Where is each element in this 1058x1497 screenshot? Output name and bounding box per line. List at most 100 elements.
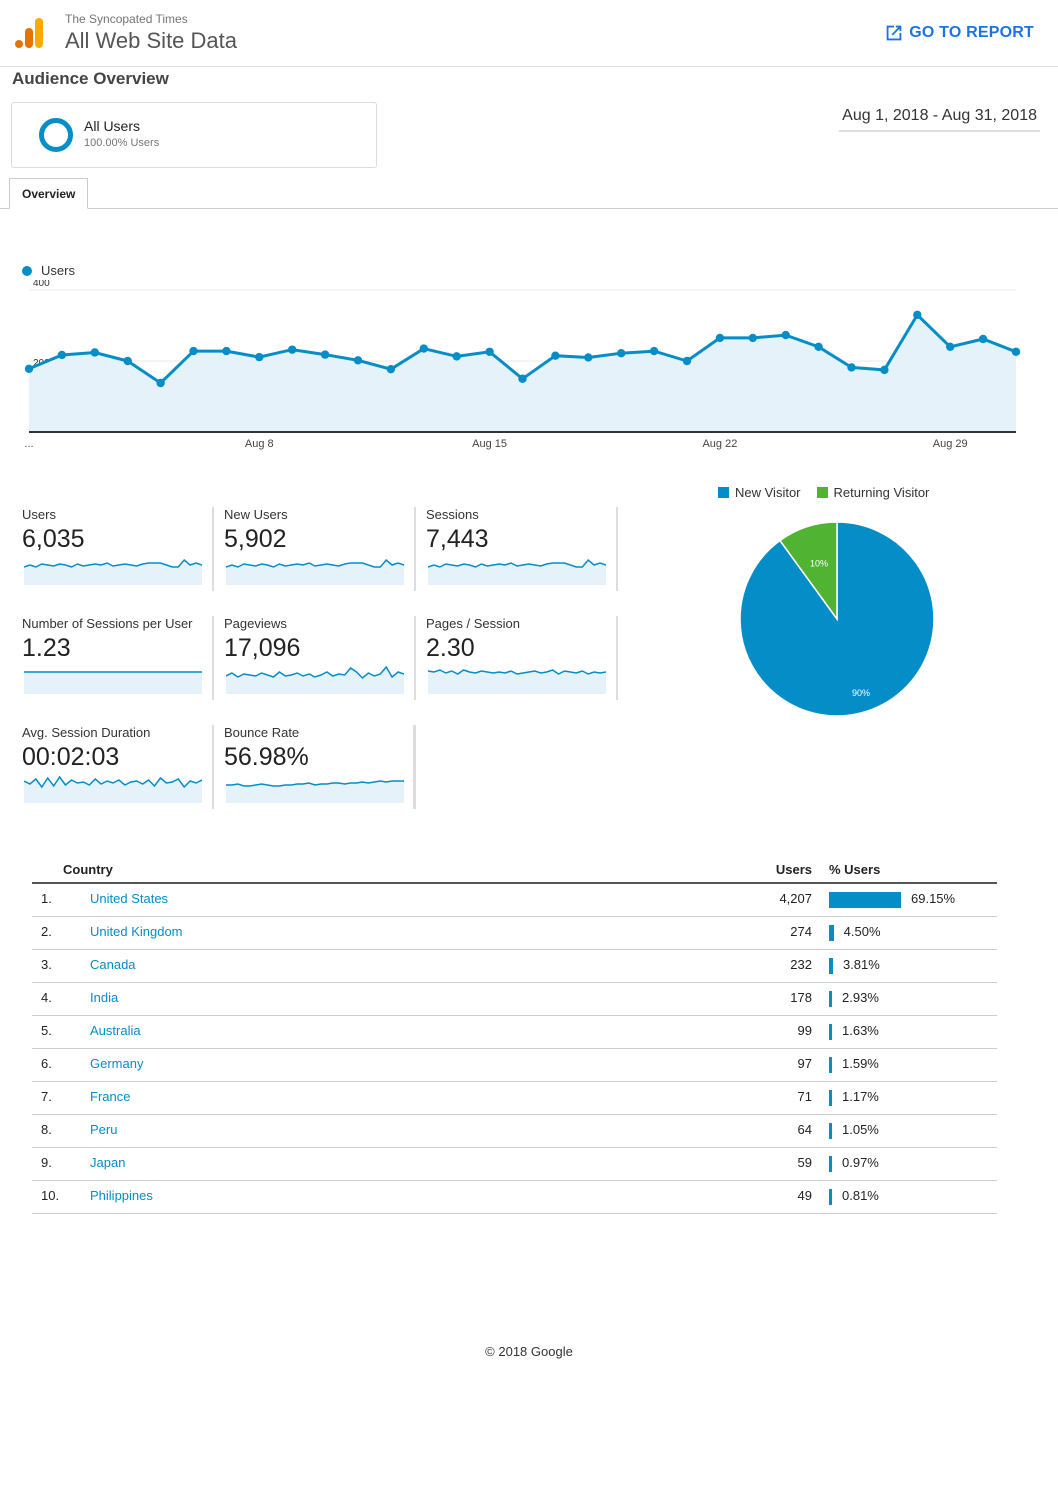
- sparkline-area: [24, 560, 202, 585]
- swatch-returning-visitor: [816, 487, 828, 498]
- country-table: Country Users % Users 1. United States 4,2…: [32, 862, 997, 1214]
- metric-value: 2.30: [426, 634, 475, 662]
- metric-sparkline: [428, 669, 606, 694]
- table-row: 3. Canada 232 3.81%: [32, 950, 997, 983]
- view-name: All Web Site Data: [65, 28, 238, 53]
- country-link[interactable]: Peru: [90, 1122, 118, 1137]
- metric-divider: [414, 725, 416, 809]
- metric-sparkline: [24, 558, 202, 585]
- sparkline-line: [428, 558, 606, 568]
- metric-card[interactable]: Users 6,035: [22, 507, 222, 591]
- metric-card[interactable]: Sessions 7,443: [426, 507, 626, 591]
- row-users: 99: [797, 1023, 812, 1038]
- table-row: 6. Germany 97 1.59%: [32, 1049, 997, 1082]
- data-point: [781, 330, 790, 340]
- data-point: [649, 346, 659, 356]
- metric-card[interactable]: Bounce Rate 56.98%: [224, 725, 424, 809]
- column-header-users: Users: [775, 862, 812, 877]
- sparkline-area: [226, 781, 404, 803]
- go-to-report-link[interactable]: GO TO REPORT: [883, 22, 1034, 44]
- x-tick-label: Aug 8: [245, 438, 274, 450]
- metric-sparkline: [226, 780, 404, 803]
- data-point: [419, 344, 428, 353]
- data-point: [715, 333, 725, 343]
- open-external-icon: [886, 25, 902, 41]
- x-tick-label: Aug 22: [702, 438, 737, 450]
- row-users: 71: [797, 1089, 812, 1104]
- tab-bar: [0, 208, 1058, 209]
- date-range-selector[interactable]: Aug 1, 2018 - Aug 31, 2018: [839, 107, 1040, 132]
- pie-legend: New Visitor Returning Visitor: [718, 485, 929, 500]
- row-index: 2.: [41, 924, 52, 939]
- metric-card[interactable]: New Users 5,902: [224, 507, 424, 591]
- data-point: [584, 353, 593, 362]
- metric-label: Avg. Session Duration: [22, 725, 151, 740]
- data-point: [386, 364, 396, 374]
- column-header-pct-users: % Users: [829, 862, 881, 877]
- metric-divider: [414, 507, 416, 591]
- metric-label: Users: [22, 507, 56, 522]
- pie-slice: [778, 521, 838, 622]
- country-link[interactable]: India: [90, 990, 119, 1005]
- metric-label: Number of Sessions per User: [22, 616, 193, 631]
- pct-users-bar: [829, 1057, 832, 1073]
- table-header: Country Users % Users: [32, 862, 997, 884]
- legend-label-users: Users: [41, 263, 75, 278]
- sparkline-line: [226, 666, 404, 680]
- pie-legend-label: New Visitor: [735, 485, 801, 500]
- data-point: [485, 347, 494, 356]
- data-point: [617, 348, 626, 358]
- country-link[interactable]: United States: [90, 891, 169, 906]
- data-point: [57, 350, 67, 360]
- metric-card[interactable]: Number of Sessions per User 1.23: [22, 616, 222, 700]
- pie-legend-label: Returning Visitor: [833, 485, 930, 500]
- data-point: [814, 342, 823, 351]
- row-users: 274: [790, 924, 812, 939]
- row-pct-users: 2.93%: [842, 990, 879, 1005]
- row-index: 4.: [41, 990, 52, 1005]
- pie-slice-label: 90%: [852, 688, 870, 698]
- row-users: 178: [790, 990, 812, 1005]
- page-title: Audience Overview: [12, 69, 169, 88]
- data-point: [913, 310, 922, 320]
- x-tick-label: ...: [24, 438, 33, 450]
- metric-card[interactable]: Pages / Session 2.30: [426, 616, 626, 700]
- country-link[interactable]: Japan: [90, 1155, 126, 1170]
- pct-users-bar: [829, 958, 833, 974]
- segment-card[interactable]: All Users 100.00% Users: [11, 102, 377, 168]
- data-point: [353, 356, 363, 365]
- table-row: 2. United Kingdom 274 4.50%: [32, 917, 997, 950]
- row-users: 64: [797, 1122, 812, 1137]
- country-link[interactable]: United Kingdom: [90, 924, 183, 939]
- row-pct-users: 0.81%: [842, 1188, 879, 1203]
- country-link[interactable]: Philippines: [90, 1188, 153, 1203]
- row-index: 3.: [41, 957, 52, 972]
- metric-label: New Users: [224, 507, 288, 522]
- sparkline-line: [24, 775, 202, 789]
- country-link[interactable]: Germany: [90, 1056, 144, 1071]
- row-users: 59: [797, 1155, 812, 1170]
- table-row: 9. Japan 59 0.97%: [32, 1148, 997, 1181]
- visitor-type-pie-chart: 90% 10%: [739, 521, 935, 717]
- data-point: [551, 351, 560, 360]
- metric-label: Bounce Rate: [224, 725, 300, 740]
- metric-card[interactable]: Avg. Session Duration 00:02:03: [22, 725, 222, 809]
- metric-sparkline: [226, 666, 404, 694]
- sparkline-line: [24, 558, 202, 568]
- country-link[interactable]: France: [90, 1089, 131, 1104]
- data-point: [452, 352, 461, 361]
- pct-users-bar: [829, 1123, 832, 1139]
- table-row: 8. Peru 64 1.05%: [32, 1115, 997, 1148]
- metric-divider: [212, 507, 214, 591]
- country-link[interactable]: Canada: [90, 957, 136, 972]
- row-pct-users: 0.97%: [842, 1155, 879, 1170]
- country-link[interactable]: Australia: [90, 1023, 141, 1038]
- pct-users-bar: [829, 1024, 832, 1040]
- data-point: [24, 364, 34, 374]
- metric-card[interactable]: Pageviews 17,096: [224, 616, 424, 700]
- sparkline-area: [226, 560, 404, 585]
- row-pct-users: 1.17%: [842, 1089, 879, 1104]
- segment-percentage: 100.00% Users: [84, 137, 160, 149]
- tab-overview[interactable]: Overview: [9, 178, 88, 209]
